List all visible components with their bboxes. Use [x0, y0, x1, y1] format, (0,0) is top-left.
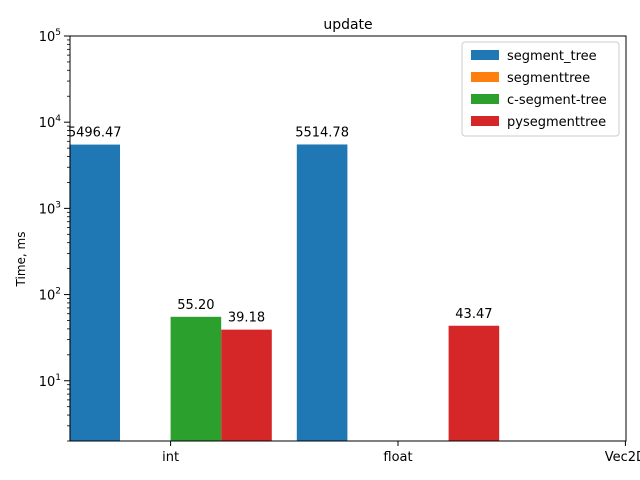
- legend: segment_tree segmenttree c-segment-tree pys…: [461, 41, 620, 137]
- bar-pysegmenttree-int: [221, 329, 272, 441]
- x-tick-label: float: [383, 450, 412, 465]
- plot-frame: [69, 35, 627, 442]
- y-tick-label: 104: [39, 114, 62, 131]
- legend-label: pysegmenttree: [507, 115, 606, 130]
- y-tick-label: 103: [39, 200, 61, 217]
- legend-swatch: [471, 50, 499, 60]
- bar-value-label: 43.47: [455, 307, 492, 322]
- bar-pysegmenttree-float: [448, 325, 500, 441]
- axes-layer: 101 102 103 104 105 int float Vec2D: [39, 28, 640, 465]
- legend-label: segment_tree: [507, 49, 597, 64]
- legend-swatch: [471, 72, 499, 82]
- bar-segment_tree-int: [69, 144, 120, 441]
- y-tick-label: 105: [39, 28, 61, 45]
- bar-c-segment-tree-int: [170, 316, 222, 441]
- bars-layer: [69, 144, 500, 441]
- x-tick-label: Vec2D: [605, 450, 640, 465]
- x-tick-label: int: [162, 450, 179, 465]
- legend-label: c-segment-tree: [507, 93, 607, 108]
- bar-value-label: 5514.78: [295, 125, 349, 140]
- legend-swatch: [471, 116, 499, 126]
- chart-title: update: [323, 17, 372, 33]
- bar-value-label: 39.18: [228, 311, 265, 326]
- bar-value-label: 5496.47: [68, 126, 122, 141]
- legend-box: [461, 41, 620, 137]
- legend-swatch: [471, 94, 499, 104]
- y-tick-label: 102: [39, 287, 61, 304]
- y-axis-label: Time, ms: [14, 232, 28, 288]
- bar-value-label: 55.20: [177, 298, 214, 313]
- bar-segment_tree-float: [296, 144, 348, 441]
- legend-label: segmenttree: [507, 71, 590, 86]
- y-tick-label: 101: [39, 373, 61, 390]
